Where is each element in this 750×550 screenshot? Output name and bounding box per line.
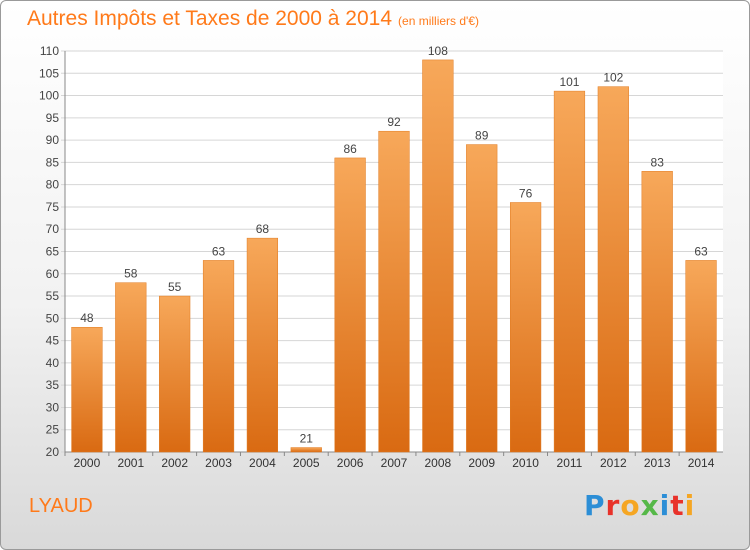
bar	[641, 171, 673, 453]
y-tick-label: 20	[46, 445, 60, 459]
y-tick-label: 105	[39, 66, 59, 80]
bar	[509, 202, 542, 453]
bar	[553, 90, 586, 453]
y-tick-label: 30	[46, 400, 60, 414]
bar-value-label: 21	[300, 432, 314, 446]
y-tick-label: 75	[46, 200, 60, 214]
y-tick-label: 60	[46, 267, 60, 281]
logo-letter: i	[659, 489, 671, 522]
proxiti-logo: Proxiti	[584, 489, 695, 522]
bar-value-label: 108	[428, 44, 448, 58]
place-name: LYAUD	[29, 495, 93, 517]
bar-value-label: 102	[603, 71, 623, 85]
x-tick-label: 2008	[425, 456, 452, 470]
x-tick-label: 2013	[644, 456, 671, 470]
y-tick-label: 95	[46, 111, 60, 125]
x-tick-label: 2009	[468, 456, 495, 470]
bar-value-label: 48	[80, 311, 94, 325]
bar	[246, 237, 279, 453]
x-tick-label: 2001	[117, 456, 144, 470]
bar-value-label: 63	[212, 244, 226, 258]
y-tick-label: 35	[46, 378, 60, 392]
x-tick-label: 2000	[74, 456, 101, 470]
y-tick-label: 55	[46, 289, 60, 303]
bar-value-label: 89	[475, 129, 489, 143]
y-tick-label: 45	[46, 334, 60, 348]
x-tick-label: 2005	[293, 456, 320, 470]
y-tick-label: 100	[39, 89, 59, 103]
x-tick-label: 2002	[161, 456, 188, 470]
logo-letter: i	[684, 489, 696, 522]
bar-value-label: 92	[387, 115, 401, 129]
bar-value-label: 76	[519, 186, 533, 200]
y-tick-label: 50	[46, 311, 60, 325]
y-tick-label: 110	[40, 44, 59, 58]
logo-letter: o	[620, 489, 641, 522]
bar	[115, 282, 147, 453]
y-tick-label: 85	[46, 155, 60, 169]
bar-value-label: 58	[124, 267, 138, 281]
bar	[378, 130, 410, 453]
y-tick-label: 65	[46, 245, 60, 259]
chart-unit: (en milliers d'€)	[398, 14, 480, 28]
bar	[202, 260, 235, 453]
bar-value-label: 86	[343, 142, 357, 156]
x-tick-label: 2010	[512, 456, 539, 470]
bar	[290, 447, 322, 453]
x-tick-label: 2014	[688, 456, 715, 470]
x-tick-label: 2003	[205, 456, 232, 470]
x-tick-label: 2007	[381, 456, 408, 470]
logo-letter: x	[640, 489, 660, 522]
chart-title: Autres Impôts et Taxes de 2000 à 2014 (en…	[27, 7, 479, 31]
bar	[334, 157, 366, 453]
bar-value-label: 101	[559, 75, 579, 89]
bar	[71, 326, 103, 453]
y-tick-label: 25	[46, 423, 60, 437]
y-tick-label: 70	[46, 222, 60, 236]
y-tick-label: 40	[46, 356, 60, 370]
bar-value-label: 68	[256, 222, 270, 236]
y-tick-label: 80	[46, 178, 60, 192]
bar	[685, 260, 717, 453]
bar-value-label: 63	[694, 244, 708, 258]
bar	[422, 59, 454, 453]
bar	[597, 86, 629, 453]
chart-title-text: Autres Impôts et Taxes de 2000 à 2014	[27, 7, 393, 30]
logo-letter: t	[670, 489, 685, 522]
bar-value-label: 83	[651, 155, 665, 169]
x-tick-label: 2011	[557, 456, 583, 470]
bar	[159, 295, 191, 453]
logo-letter: r	[605, 489, 621, 522]
x-tick-label: 2006	[337, 456, 364, 470]
bar	[466, 144, 498, 453]
logo-letter: P	[584, 489, 606, 522]
y-tick-label: 90	[46, 133, 60, 147]
x-tick-label: 2012	[600, 456, 627, 470]
bar-value-label: 55	[168, 280, 182, 294]
x-tick-label: 2004	[249, 456, 276, 470]
